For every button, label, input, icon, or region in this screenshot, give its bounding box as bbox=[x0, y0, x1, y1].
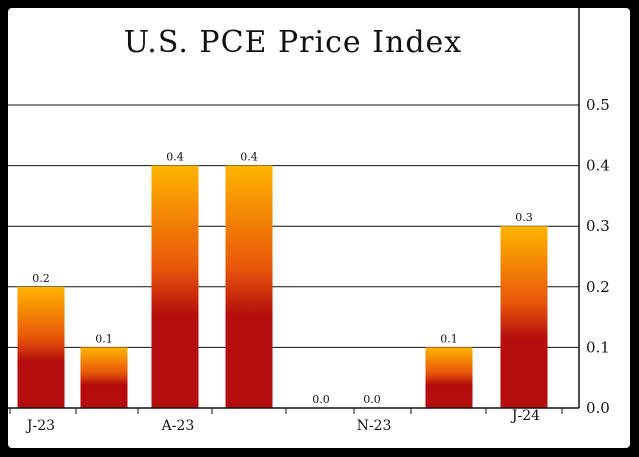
bar-value-label: 0.0 bbox=[312, 393, 330, 406]
bar-value-label: 0.4 bbox=[166, 151, 184, 164]
bar bbox=[17, 286, 65, 408]
y-tick-label: 0.0 bbox=[586, 399, 610, 417]
x-category-label: J-23 bbox=[25, 418, 55, 434]
chart-frame: U.S. PCE Price Index 0.2 0.1 0.4 0.4 0.0 0.0 0… bbox=[8, 8, 630, 448]
bar bbox=[80, 347, 128, 408]
data-labels: 0.2 0.1 0.4 0.4 0.0 0.0 0.1 0.3 bbox=[32, 151, 533, 406]
axes: 0.0 0.1 0.2 0.3 0.4 0.5 J-23 A-23 N-23 J-24 bbox=[8, 8, 610, 434]
chart-title: U.S. PCE Price Index bbox=[124, 25, 462, 60]
y-tick-label: 0.5 bbox=[586, 96, 610, 114]
bar-value-label: 0.0 bbox=[363, 393, 381, 406]
y-tick-label: 0.3 bbox=[586, 217, 610, 235]
bars bbox=[17, 165, 548, 408]
bar bbox=[425, 347, 473, 408]
pce-bar-chart: U.S. PCE Price Index 0.20.10.4 0.40.0 0.00… bbox=[8, 8, 610, 434]
bar-value-label: 0.2 bbox=[32, 272, 50, 285]
bar bbox=[225, 165, 273, 408]
gridlines bbox=[8, 104, 579, 348]
bar-value-label: 0.1 bbox=[95, 332, 113, 345]
y-tick-label: 0.4 bbox=[586, 157, 610, 175]
bar bbox=[151, 165, 199, 408]
bar-value-label: 0.4 bbox=[240, 151, 258, 164]
x-category-label: A-23 bbox=[161, 418, 195, 434]
bar-value-label: 0.1 bbox=[440, 332, 458, 345]
y-tick-label: 0.1 bbox=[586, 338, 610, 356]
x-category-label: N-23 bbox=[357, 418, 392, 434]
y-tick-label: 0.2 bbox=[586, 278, 610, 296]
x-category-label: J-24 bbox=[510, 408, 540, 424]
bar bbox=[500, 226, 548, 408]
bar-value-label: 0.3 bbox=[515, 211, 533, 224]
